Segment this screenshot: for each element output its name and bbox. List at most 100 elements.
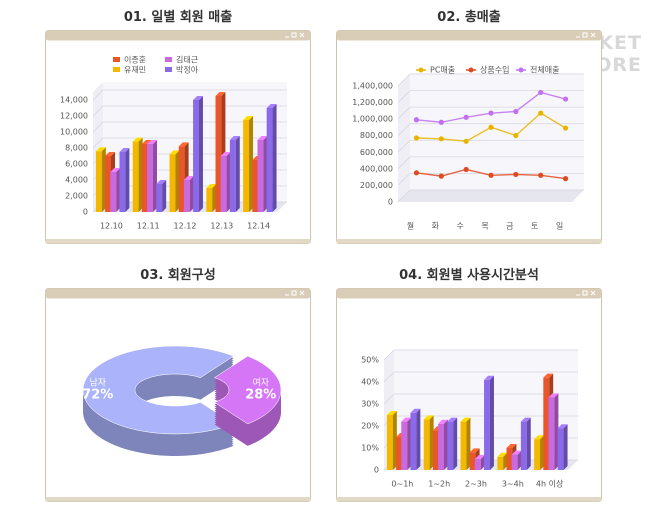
chart-title: 04. 회원별 사용시간분석 — [399, 268, 539, 283]
bar-side — [116, 168, 121, 212]
bar-side — [489, 375, 494, 470]
bar — [410, 408, 421, 470]
y-tick-label: 14,000 — [60, 96, 88, 105]
bar-top — [110, 168, 121, 172]
bar-top — [543, 373, 554, 378]
bar-front — [511, 454, 518, 470]
bar-side — [138, 137, 143, 212]
window-border-bottom — [336, 497, 602, 502]
bar-side — [517, 450, 522, 470]
bar-side — [152, 140, 157, 212]
bar-front — [447, 421, 454, 470]
legend-swatch — [518, 67, 524, 73]
grid-line — [383, 371, 578, 383]
window-titlebar — [45, 30, 311, 41]
bar — [147, 140, 157, 212]
grid-line — [397, 189, 584, 203]
bar-front — [266, 108, 273, 212]
x-tick-label: 화 — [432, 222, 440, 231]
bar — [206, 184, 217, 212]
bar-top — [386, 411, 397, 415]
point — [488, 172, 494, 178]
point — [413, 135, 420, 141]
bar-side — [198, 96, 203, 212]
maximize-icon — [291, 290, 297, 296]
bar-front — [506, 448, 513, 470]
bar-front — [105, 156, 112, 212]
y-tick-label: 50% — [361, 356, 379, 365]
legend-swatch — [113, 57, 120, 62]
bar — [386, 411, 397, 470]
y-tick-label: 1,000,000 — [352, 115, 393, 124]
window-border-bottom — [45, 239, 311, 244]
bar-top — [193, 96, 203, 100]
close-icon — [590, 290, 596, 296]
chart-title: 02. 총매출 — [437, 10, 501, 25]
bar-front — [132, 141, 139, 212]
bar-top — [141, 140, 152, 144]
bar-front — [119, 152, 126, 212]
legend-swatch — [468, 67, 474, 73]
point — [438, 136, 444, 142]
grid-line — [397, 156, 584, 170]
bar — [557, 424, 568, 470]
maximize-icon — [291, 32, 297, 38]
bar-front — [438, 423, 444, 470]
back-wall — [410, 74, 584, 190]
y-tick-label: 12,000 — [60, 112, 88, 121]
y-tick-label: 40% — [361, 378, 379, 387]
window-controls — [576, 32, 596, 38]
bar-top — [178, 142, 189, 147]
bar-front — [147, 144, 153, 212]
bar — [132, 137, 143, 212]
bar-front — [110, 172, 117, 212]
bar-front — [410, 412, 417, 470]
slice-label: 남자 — [89, 378, 106, 389]
bar-top — [506, 444, 517, 448]
bar-top — [447, 417, 458, 422]
bar-side — [526, 417, 531, 470]
bar-side — [563, 424, 568, 470]
bar-front — [432, 430, 439, 470]
bar-front — [215, 96, 222, 212]
x-tick-label: 수 — [456, 222, 463, 231]
bar-side — [480, 455, 485, 470]
window-controls — [285, 32, 305, 38]
point — [538, 110, 544, 116]
bar-front — [220, 156, 227, 212]
bar-side — [416, 408, 421, 470]
grid-line — [397, 90, 584, 103]
bar-top — [548, 393, 559, 398]
grid-line — [397, 173, 584, 186]
x-tick-label: 1~2h — [428, 480, 450, 489]
bar — [169, 150, 180, 212]
point — [463, 166, 469, 173]
point — [562, 125, 569, 131]
y-tick-label: 0 — [83, 208, 88, 217]
grid-line — [397, 73, 584, 87]
bar — [497, 452, 508, 470]
bar-top — [220, 152, 231, 156]
chart-panel: 0 10% 20% 30% 40% 50% 0~1h 1~2h 2~3h 3~4h 4h 이상 — [336, 288, 602, 502]
bar-top — [460, 417, 471, 422]
point — [438, 173, 444, 179]
y-tick-label: 10,000 — [60, 128, 88, 137]
bar — [447, 417, 458, 470]
bar-top — [206, 184, 217, 188]
slice — [82, 345, 235, 435]
point — [513, 132, 519, 139]
grid-line — [383, 393, 578, 405]
y-tick-label: 8,000 — [65, 144, 88, 153]
bar-side — [249, 116, 254, 212]
bar-side — [175, 150, 180, 212]
bar-top — [401, 417, 412, 422]
bar-top — [105, 152, 116, 156]
bar-side — [272, 104, 277, 212]
close-icon — [299, 32, 305, 38]
y-tick-label: 400,000 — [360, 164, 393, 173]
window-titlebar — [336, 288, 602, 299]
point — [463, 138, 469, 144]
x-tick-label: 12.11 — [137, 222, 160, 231]
chart-panel: 0 200,000 400,000 600,000 800,000 1,000,000 1,… — [336, 30, 602, 244]
